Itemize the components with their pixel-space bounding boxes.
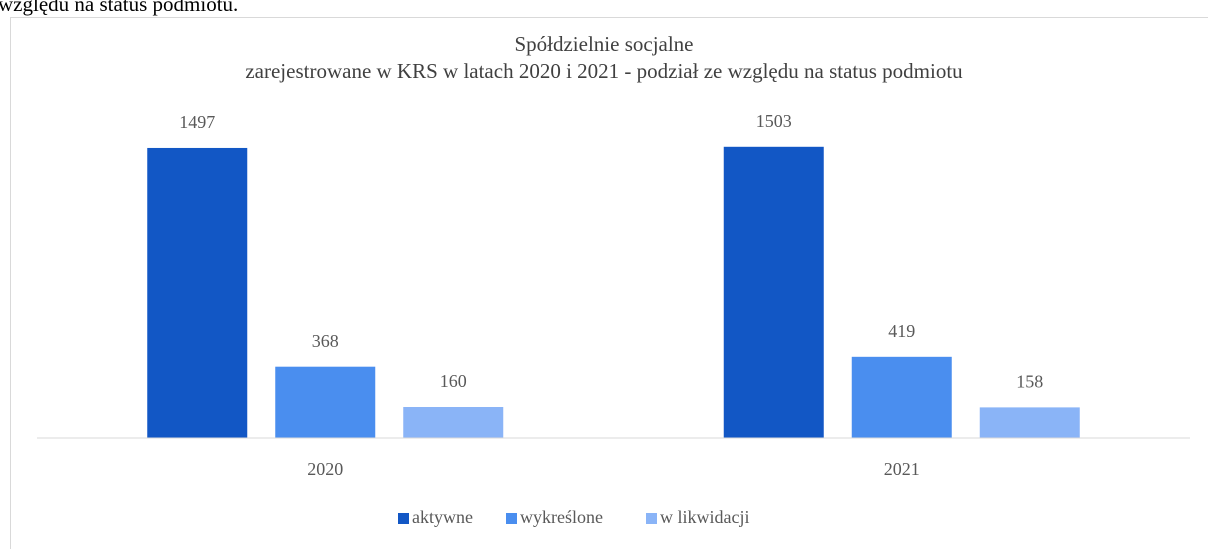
data-label: 1503 xyxy=(756,111,792,131)
data-label: 158 xyxy=(1016,372,1043,392)
legend-swatch xyxy=(506,513,517,524)
bar xyxy=(851,356,952,438)
legend-label: aktywne xyxy=(412,507,473,527)
bar xyxy=(147,147,248,439)
data-label: 419 xyxy=(888,321,915,341)
bar xyxy=(403,407,504,438)
legend-swatch xyxy=(398,513,409,524)
data-label: 160 xyxy=(440,371,467,391)
legend-label: w likwidacji xyxy=(660,507,749,527)
x-tick-label: 2021 xyxy=(884,459,920,479)
bar xyxy=(275,366,376,438)
legend-label: wykreślone xyxy=(520,507,603,527)
page-text: względu na status podmiotu. xyxy=(0,0,238,16)
legend-swatch xyxy=(646,513,657,524)
bar xyxy=(723,146,824,438)
chart-frame xyxy=(10,17,1208,549)
data-label: 368 xyxy=(312,331,339,351)
chart-title: Spółdzielnie socjalne xyxy=(514,32,693,56)
data-label: 1497 xyxy=(179,112,215,132)
chart-subtitle: zarejestrowane w KRS w latach 2020 i 202… xyxy=(245,59,963,83)
x-tick-label: 2020 xyxy=(307,459,343,479)
bar xyxy=(979,407,1080,438)
